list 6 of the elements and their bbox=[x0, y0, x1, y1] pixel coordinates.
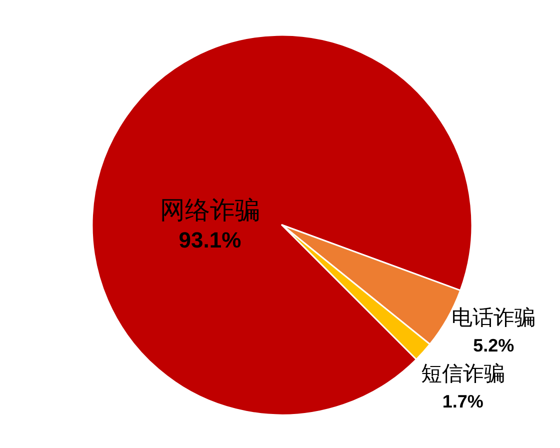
slice-label: 短信诈骗 bbox=[420, 362, 505, 386]
data-label: 93.1% bbox=[178, 228, 242, 252]
slice-label: 电话诈骗 bbox=[452, 306, 536, 330]
slice-label: 网络诈骗 bbox=[160, 196, 260, 224]
data-label: 5.2% bbox=[473, 336, 514, 356]
data-label: 1.7% bbox=[442, 392, 484, 412]
